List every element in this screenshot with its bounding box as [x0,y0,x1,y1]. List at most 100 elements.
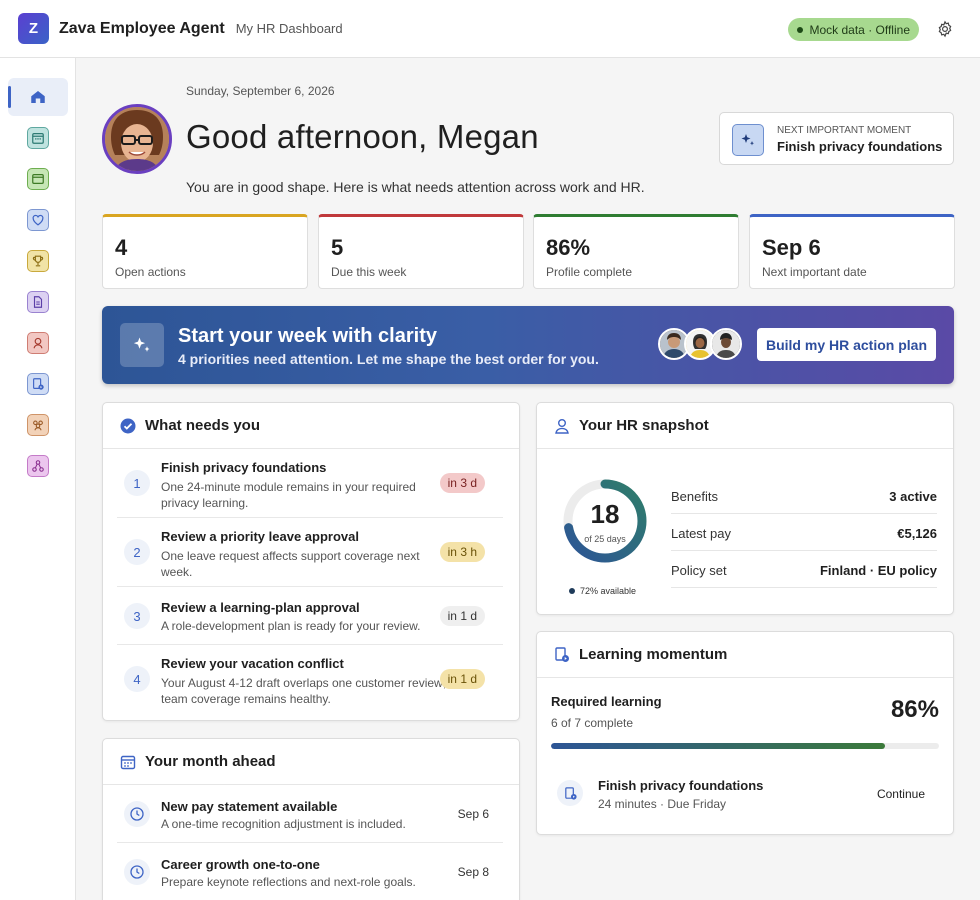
next-moment-kicker: NEXT IMPORTANT MOMENT [777,125,912,136]
due-badge: in 1 d [439,669,485,689]
task-desc: One 24-minute module remains in your req… [161,480,416,510]
clock-icon [124,801,150,827]
sidebar-item-recognition[interactable] [8,242,68,280]
event-date: Sep 8 [457,865,489,879]
task-title: Finish privacy foundations [161,460,327,475]
ring-progress [563,479,647,563]
sparkle-icon [732,124,764,156]
task-desc: Your August 4-12 draft overlaps one cust… [161,676,447,706]
learning-icon [27,373,49,395]
stat-card-next-date[interactable]: Sep 6 Next important date [749,214,955,289]
stat-label: Open actions [115,265,186,279]
event-desc: Prepare keynote reflections and next-rol… [161,875,416,889]
month-row[interactable]: New pay statement available A one-time r… [117,785,503,843]
sparkle-icon [120,323,164,367]
sidebar-item-org[interactable] [8,447,68,485]
sidebar-item-benefits[interactable] [8,201,68,239]
sidebar-item-calendar[interactable] [8,119,68,157]
calendar-icon [120,755,136,770]
banner-subtitle: 4 priorities need attention. Let me shap… [178,351,599,367]
avatar [684,328,716,360]
document-icon [27,291,49,313]
card-header: Your HR snapshot [537,403,953,449]
clock-icon [124,859,150,885]
task-row[interactable]: 4 Review your vacation conflict Your Aug… [117,645,503,715]
wallet-icon [27,168,49,190]
sidebar-item-team[interactable] [8,406,68,444]
sidebar-item-wallet[interactable] [8,160,68,198]
task-row[interactable]: 1 Finish privacy foundations One 24-minu… [117,449,503,518]
snapshot-value: 3 active [889,489,937,504]
task-title: Review a learning-plan approval [161,600,360,615]
snapshot-label: Benefits [671,489,718,504]
sidebar-item-documents[interactable] [8,283,68,321]
task-number: 3 [124,603,150,629]
event-title: Career growth one-to-one [161,857,320,872]
stat-card-due-this-week[interactable]: 5 Due this week [318,214,524,289]
stat-card-profile-complete[interactable]: 86% Profile complete [533,214,739,289]
user-photo [105,107,169,171]
trophy-icon [27,250,49,272]
avatar[interactable] [102,104,172,174]
course-title: Finish privacy foundations [598,778,764,793]
snapshot-value: Finland · EU policy [819,563,937,578]
ring-value: 18 [590,499,620,529]
stat-card-open-actions[interactable]: 4 Open actions [102,214,308,289]
due-badge: in 3 d [439,473,485,493]
top-bar: Z Zava Employee Agent My HR Dashboard Mo… [0,0,980,58]
continue-button[interactable]: Continue [876,787,925,801]
clarity-banner: Start your week with clarity 4 prioritie… [102,306,954,384]
task-number: 1 [124,470,150,496]
app-subtitle: My HR Dashboard [235,21,343,36]
current-date: Sunday, September 6, 2026 [186,84,335,98]
month-row[interactable]: Career growth one-to-one Prepare keynote… [117,843,503,900]
ring-caption: of 25 days [584,534,626,544]
sidebar-item-home[interactable] [8,78,68,116]
gear-icon[interactable] [936,20,954,38]
stat-label: Due this week [331,265,407,279]
build-action-plan-button[interactable]: Build my HR action plan [757,328,936,361]
sidebar-item-wellbeing[interactable] [8,324,68,362]
task-number: 2 [124,539,150,565]
learning-progress-fill [551,743,885,749]
heart-icon [27,209,49,231]
next-moment-card[interactable]: NEXT IMPORTANT MOMENT Finish privacy fou… [719,112,954,165]
app-logo: Z [18,13,49,44]
course-row[interactable]: Finish privacy foundations 24 minutes · … [551,770,939,816]
leave-ring-chart [563,479,647,563]
card-title: Your HR snapshot [579,417,709,434]
stat-label: Profile complete [546,265,633,279]
check-circle-icon [120,418,136,434]
card-title: Your month ahead [145,753,276,770]
banner-title: Start your week with clarity [178,325,437,347]
task-number: 4 [124,666,150,692]
person-heart-icon [27,332,49,354]
due-badge: in 1 d [439,606,485,626]
event-date: Sep 6 [457,807,489,821]
avatar [710,328,742,360]
needs-card: What needs you 1 Finish privacy foundati… [102,402,520,721]
task-title: Review your vacation conflict [161,656,344,671]
task-desc: A role-development plan is ready for you… [161,619,421,633]
greeting: Good afternoon, Megan [186,118,539,155]
snapshot-row[interactable]: Policy set Finland · EU policy [671,551,937,588]
ring-note-text: 72% available [580,586,637,596]
task-row[interactable]: 2 Review a priority leave approval One l… [117,518,503,587]
course-meta: 24 minutes · Due Friday [598,797,727,811]
snapshot-value: €5,126 [897,526,937,541]
sidebar-item-learning[interactable] [8,365,68,403]
task-row[interactable]: 3 Review a learning-plan approval A role… [117,587,503,645]
card-header: Learning momentum [537,632,953,678]
snapshot-card: Your HR snapshot 18 of 25 days 72% avail… [536,402,954,615]
snapshot-row[interactable]: Latest pay €5,126 [671,514,937,551]
due-badge: in 3 h [439,542,485,562]
month-card: Your month ahead New pay statement avail… [102,738,520,900]
legend-dot-icon [569,588,575,594]
snapshot-row[interactable]: Benefits 3 active [671,477,937,514]
stat-value: 5 [331,235,344,260]
card-title: What needs you [145,417,261,434]
task-desc: One leave request affects support covera… [161,549,420,579]
ring-note: 72% available [569,586,636,596]
stat-value: Sep 6 [762,235,821,260]
task-title: Review a priority leave approval [161,529,359,544]
